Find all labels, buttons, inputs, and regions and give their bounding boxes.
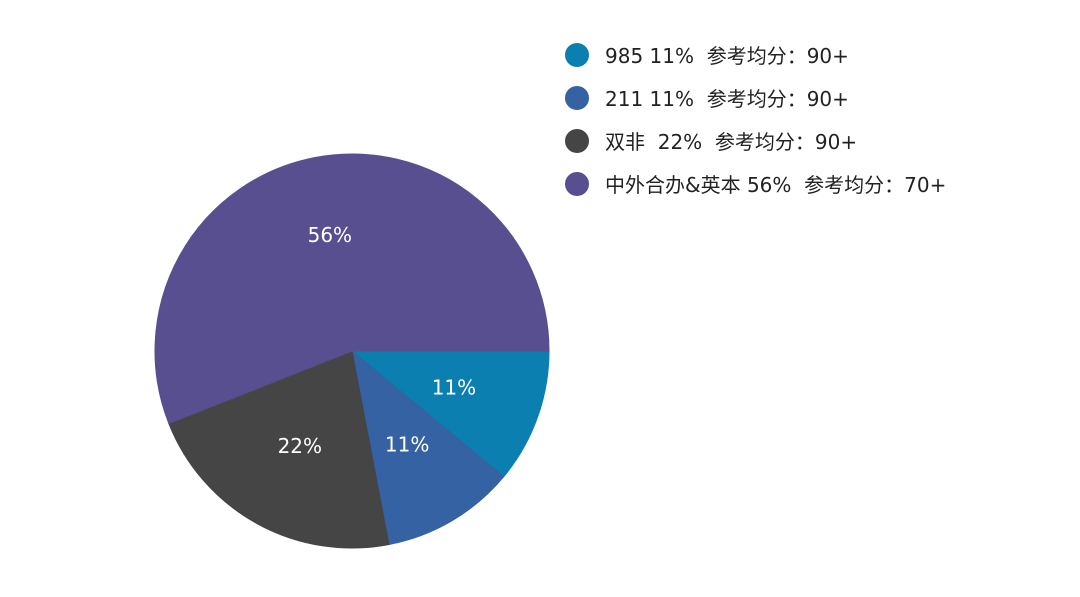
pie-slice: [350, 350, 550, 478]
legend-label: 双非 22% 参考均分：90+: [605, 130, 858, 154]
data-label: 22%: [278, 434, 322, 458]
pie-slice: [168, 350, 390, 549]
data-label: 11%: [432, 376, 476, 400]
legend-label: 985 11% 参考均分：90+: [605, 44, 849, 68]
legend-label: 211 11% 参考均分：90+: [605, 87, 849, 111]
legend-marker: [565, 171, 589, 196]
pie-slice: [154, 153, 550, 425]
legend-label: 中外合办&英本 56% 参考均分：70+: [605, 173, 947, 197]
legend-item-211[interactable]: 211 11% 参考均分：90+: [565, 76, 946, 119]
legend-item-985[interactable]: 985 11% 参考均分：90+: [565, 33, 946, 76]
pie-slice: [351, 349, 505, 546]
legend-marker: [565, 85, 589, 110]
legend-item-sino-foreign[interactable]: 中外合办&英本 56% 参考均分：70+: [565, 162, 946, 205]
data-label: 56%: [308, 223, 352, 247]
legend-marker: [565, 128, 589, 153]
legend-marker: [565, 42, 589, 67]
legend-item-shuangfei[interactable]: 双非 22% 参考均分：90+: [565, 119, 946, 162]
legend: 985 11% 参考均分：90+ 211 11% 参考均分：90+ 双非 22%…: [565, 33, 946, 205]
data-label: 11%: [385, 432, 429, 456]
